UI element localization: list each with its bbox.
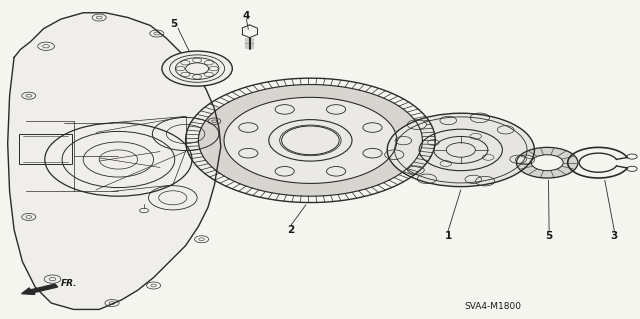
Text: 2: 2	[287, 225, 295, 235]
Text: 5: 5	[545, 231, 553, 241]
Polygon shape	[387, 113, 534, 187]
Circle shape	[385, 150, 404, 160]
Circle shape	[417, 174, 436, 184]
Text: 3: 3	[611, 231, 618, 241]
Text: SVA4-M1800: SVA4-M1800	[464, 302, 522, 311]
Text: 4: 4	[243, 11, 250, 21]
Circle shape	[407, 120, 426, 130]
FancyArrow shape	[22, 284, 58, 294]
Polygon shape	[198, 85, 422, 196]
Text: 5: 5	[170, 19, 178, 29]
Circle shape	[476, 176, 495, 186]
Circle shape	[515, 155, 534, 165]
Polygon shape	[8, 13, 221, 309]
Text: FR.: FR.	[61, 279, 77, 288]
Circle shape	[162, 51, 232, 86]
Polygon shape	[224, 97, 397, 183]
Text: 1: 1	[444, 231, 452, 241]
Polygon shape	[516, 147, 578, 178]
Circle shape	[470, 113, 490, 122]
